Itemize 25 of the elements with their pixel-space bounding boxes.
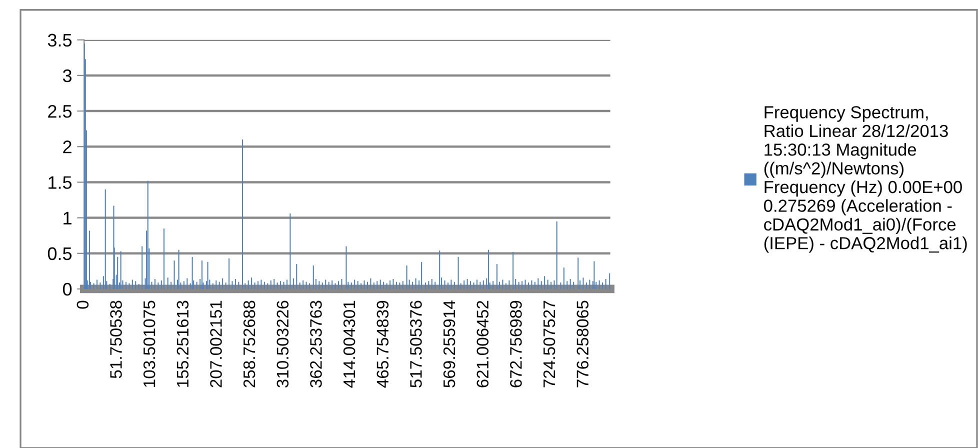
y-tick-label: 0.5 [48,247,72,260]
y-tick-label: 1.5 [48,176,72,189]
y-tick-label: 2 [63,140,72,154]
x-tick-label: 155.251613 [176,300,189,387]
x-tick-label: 258.752688 [243,300,256,388]
x-tick-label: 310.503226 [276,300,289,388]
x-tick-label: 621.006452 [476,300,489,388]
legend-label: Frequency Spectrum, Ratio Linear 28/12/2013 15:30:13 Magnitude ((m/s^2)/Newtons) Frequency (Hz) 0.00E+00 0.275269 (Acceleration - cDAQ2Mod1_ai0)/(Force (IEPE) - cDAQ2Mod1_ai1) [764,106,967,253]
x-tick-label: 776.258065 [576,300,589,388]
x-tick-label: 51.750538 [110,300,122,378]
x-tick-label: 465.754839 [376,300,389,388]
y-tick-label: 1 [64,212,72,224]
y-tick-label: 3 [62,69,72,82]
y-tick-label: 0 [62,282,72,296]
y-tick-label: 2.5 [48,104,72,118]
x-tick-label: 362.253763 [310,300,322,388]
x-tick-label: 724.507527 [543,300,556,388]
x-tick-label: 672.756989 [510,300,522,388]
x-tick-label: 207.002151 [210,300,222,388]
x-tick-label: 517.505376 [410,300,422,388]
x-tick-label: 0 [76,300,89,309]
x-tick-label: 414.004301 [343,300,356,388]
x-tick-label: 569.255914 [443,300,456,388]
x-tick-label: 103.501075 [143,300,156,387]
y-tick-label: 3.5 [48,34,72,47]
